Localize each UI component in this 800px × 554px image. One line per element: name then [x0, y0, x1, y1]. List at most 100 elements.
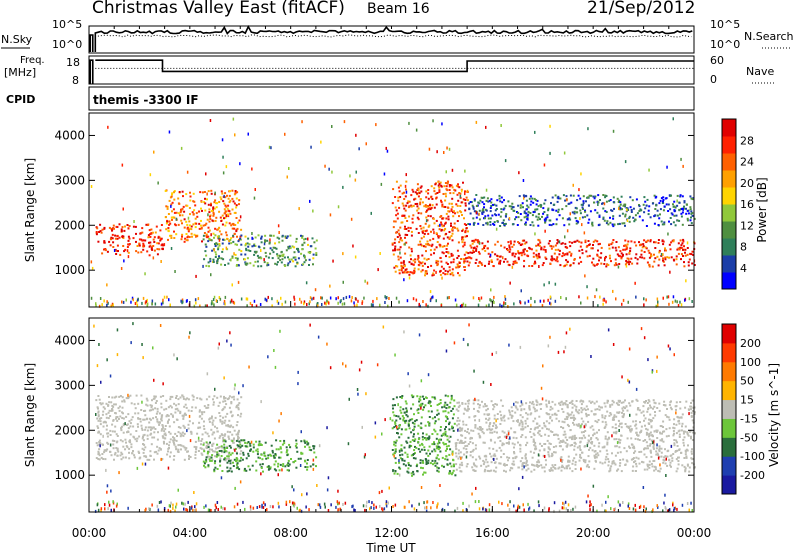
echo-gate [272, 251, 275, 254]
echo-gate [229, 446, 232, 449]
echo-gate [186, 397, 189, 400]
echo-gate [524, 422, 527, 425]
echo-gate [562, 433, 565, 436]
echo-gate [629, 206, 632, 209]
echo-gate [436, 192, 439, 194]
echo-gate [120, 451, 123, 454]
echo-gate [132, 425, 135, 428]
echo-gate [663, 400, 666, 403]
echo-gate [111, 439, 114, 442]
echo-gate [408, 444, 411, 447]
echo-gate [154, 428, 157, 430]
echo-gate [234, 243, 237, 246]
noise-gate [212, 258, 215, 262]
echo-gate [624, 248, 627, 251]
scatter-gate [478, 297, 480, 300]
echo-gate [233, 429, 236, 432]
echo-gate [126, 431, 128, 434]
echo-gate [151, 427, 154, 430]
echo-gate [506, 260, 509, 263]
echo-gate [686, 431, 689, 434]
echo-gate [474, 469, 477, 472]
echo-gate [536, 218, 539, 221]
echo-gate [625, 248, 628, 251]
echo-gate [684, 450, 687, 453]
echo-gate [546, 214, 549, 217]
echo-gate [221, 214, 224, 217]
echo-gate [530, 200, 533, 203]
echo-gate [404, 195, 407, 198]
echo-gate [245, 249, 248, 252]
echo-gate [399, 467, 402, 470]
echo-gate [504, 258, 507, 261]
echo-gate [642, 243, 645, 246]
echo-gate [97, 395, 100, 397]
echo-gate [97, 450, 100, 453]
echo-gate [404, 464, 407, 467]
echo-gate [451, 427, 454, 430]
echo-gate [466, 256, 469, 259]
noise-gate [329, 284, 331, 288]
echo-gate [635, 244, 638, 247]
scatter-gate [312, 296, 315, 300]
echo-gate [236, 398, 239, 401]
echo-gate [526, 214, 529, 217]
echo-gate [180, 448, 182, 451]
echo-gate [168, 418, 170, 421]
echo-gate [522, 250, 525, 253]
noise-gate [251, 167, 253, 171]
echo-gate [417, 412, 420, 414]
echo-gate [443, 443, 446, 446]
echo-gate [442, 252, 445, 255]
echo-gate [651, 465, 654, 468]
echo-gate [293, 246, 296, 249]
noise-gate [133, 220, 135, 223]
echo-gate [255, 440, 258, 443]
echo-gate [444, 428, 446, 431]
echo-gate [315, 254, 318, 256]
echo-gate [496, 240, 499, 243]
echo-gate [127, 427, 130, 430]
echo-gate [668, 220, 670, 223]
echo-gate [503, 419, 506, 422]
scatter-gate [440, 304, 443, 308]
echo-gate [616, 469, 618, 472]
echo-gate [558, 402, 560, 405]
echo-gate [545, 412, 548, 415]
echo-gate [691, 458, 694, 461]
echo-gate [639, 208, 642, 211]
echo-gate [182, 415, 185, 418]
noise-gate [383, 172, 386, 176]
echo-gate [257, 265, 260, 268]
echo-gate [498, 197, 501, 200]
echo-gate [440, 229, 443, 232]
echo-gate [510, 207, 513, 210]
echo-gate [397, 255, 400, 258]
echo-gate [481, 428, 484, 430]
echo-gate [526, 413, 529, 416]
echo-gate [401, 202, 404, 205]
echo-gate [646, 410, 649, 413]
echo-gate [452, 215, 455, 218]
power-echoes [90, 117, 696, 308]
echo-gate [404, 252, 407, 255]
echo-gate [452, 429, 455, 432]
echo-gate [207, 404, 210, 406]
echo-gate [221, 470, 224, 472]
echo-gate [129, 441, 132, 444]
echo-gate [138, 238, 141, 241]
echo-gate [689, 206, 692, 209]
echo-gate [430, 253, 433, 256]
echo-gate [493, 430, 496, 433]
echo-gate [451, 232, 454, 235]
echo-gate [173, 442, 175, 445]
echo-gate [216, 446, 219, 449]
echo-gate [406, 441, 409, 444]
echo-gate [439, 399, 442, 401]
echo-gate [448, 266, 451, 269]
echo-gate [169, 432, 172, 435]
scatter-gate [425, 303, 427, 307]
scatter-gate [122, 300, 125, 304]
echo-gate [265, 457, 268, 460]
noise-gate [612, 129, 615, 133]
